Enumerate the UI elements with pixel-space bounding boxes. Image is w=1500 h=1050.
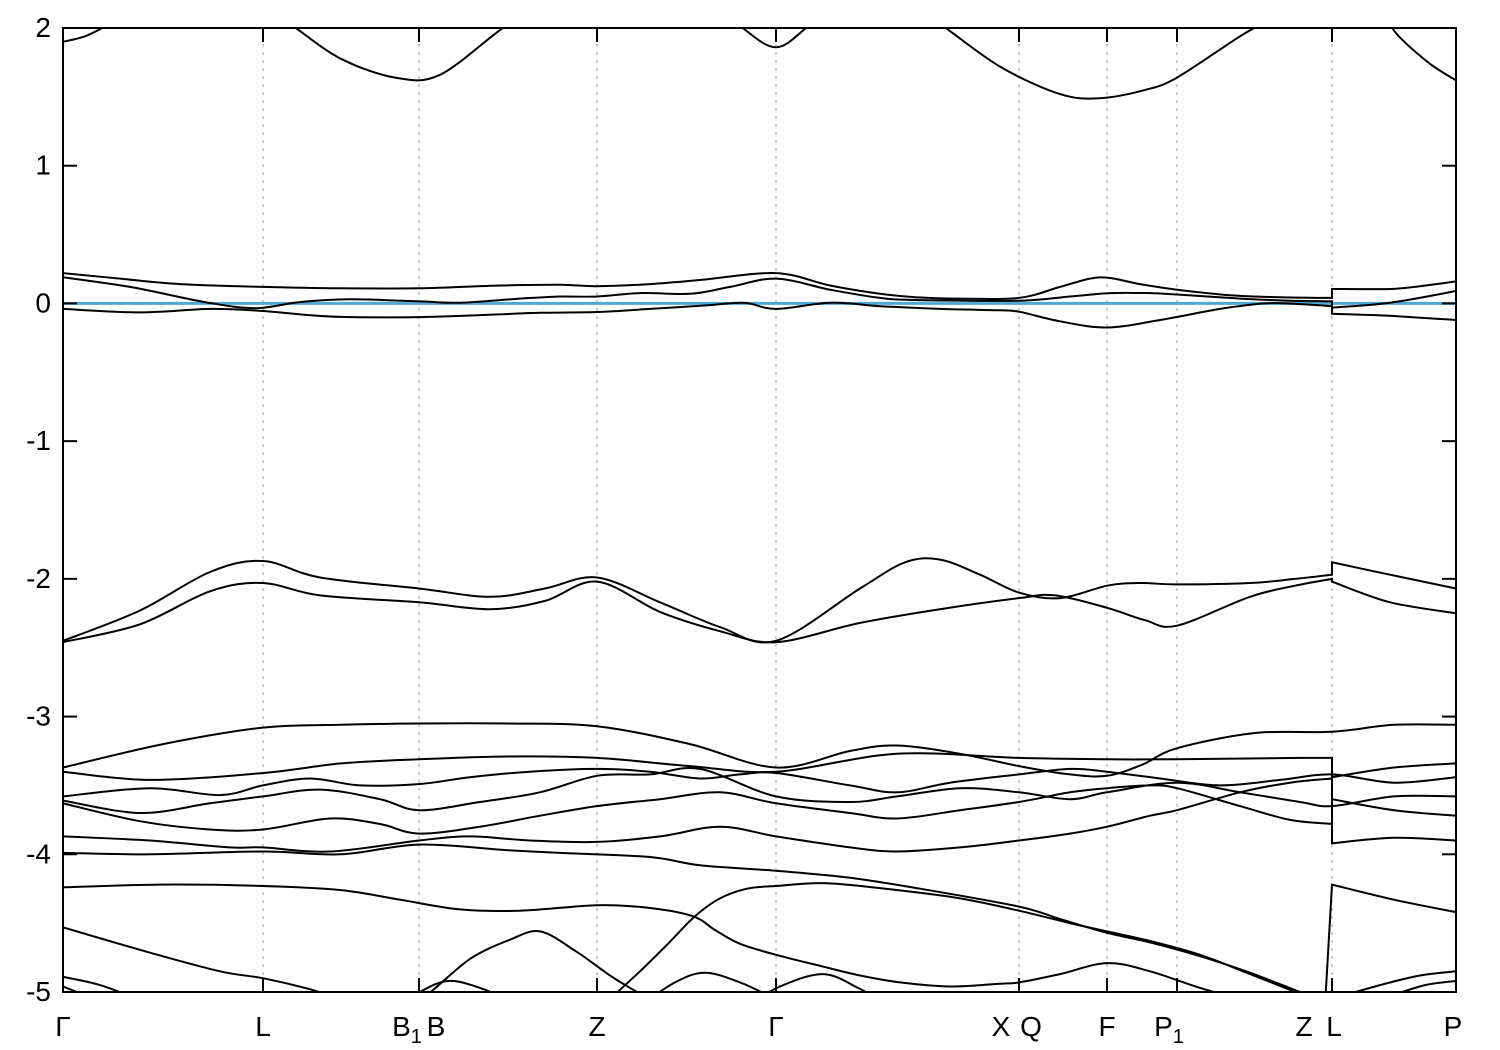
- fermi-band-middle: [63, 276, 1456, 310]
- kpoint-label: F: [1098, 1011, 1115, 1042]
- y-axis-ticks: [63, 27, 1456, 993]
- x-axis-labels: Γ L B1 B Z Γ X Q F P1 Z L P: [55, 1011, 1462, 1048]
- kpoint-label: Z: [588, 1011, 605, 1042]
- valence-band-8: [63, 883, 1456, 992]
- valence-band-5: [63, 784, 1456, 835]
- kpoint-label: B: [427, 1011, 446, 1042]
- y-tick-label: -2: [26, 563, 51, 594]
- valence-band-7: [63, 843, 1303, 992]
- kpoint-label: Γ: [55, 1011, 70, 1042]
- valence-band-16-stub: [1399, 980, 1456, 992]
- kpoint-label: P: [1444, 1011, 1463, 1042]
- valence-band-6: [63, 777, 1456, 853]
- valence-band-3: [63, 767, 1456, 798]
- valence-band-13-stub: [63, 975, 123, 992]
- valence-band-10: [63, 926, 639, 992]
- valence-band-15-arc: [418, 979, 494, 992]
- fermi-band-lower: [63, 301, 1456, 329]
- valence-band-14-stub: [63, 985, 80, 992]
- kpoint-label: L: [255, 1011, 271, 1042]
- y-tick-label: -5: [26, 976, 51, 1007]
- y-tick-label: -1: [26, 425, 51, 456]
- gridlines: [262, 28, 1333, 992]
- kpoint-label: L: [1326, 1011, 1342, 1042]
- mid-band-upper: [63, 557, 1456, 644]
- y-tick-label: -3: [26, 701, 51, 732]
- kpoint-label: X: [992, 1011, 1011, 1042]
- y-tick-label: -4: [26, 838, 51, 869]
- x-axis-ticks: [262, 28, 1333, 992]
- kpoint-label: Q: [1020, 1011, 1042, 1042]
- mid-band-lower: [63, 577, 1456, 644]
- band-curves: [63, 28, 1456, 992]
- y-tick-label: 1: [35, 150, 51, 181]
- y-tick-label: 2: [35, 12, 51, 43]
- valence-band-11-arc: [657, 971, 764, 992]
- valence-band-1: [63, 722, 1456, 778]
- fermi-band-upper: [63, 272, 1456, 301]
- y-tick-label: 0: [35, 287, 51, 318]
- valence-band-12-arc: [766, 973, 868, 992]
- kpoint-label: Z: [1295, 1011, 1312, 1042]
- y-axis-labels: 2 1 0 -1 -2 -3 -4 -5: [26, 12, 51, 1007]
- kpoint-label: Γ: [768, 1011, 783, 1042]
- plot-border: [62, 27, 1457, 993]
- valence-band-2: [63, 752, 1456, 781]
